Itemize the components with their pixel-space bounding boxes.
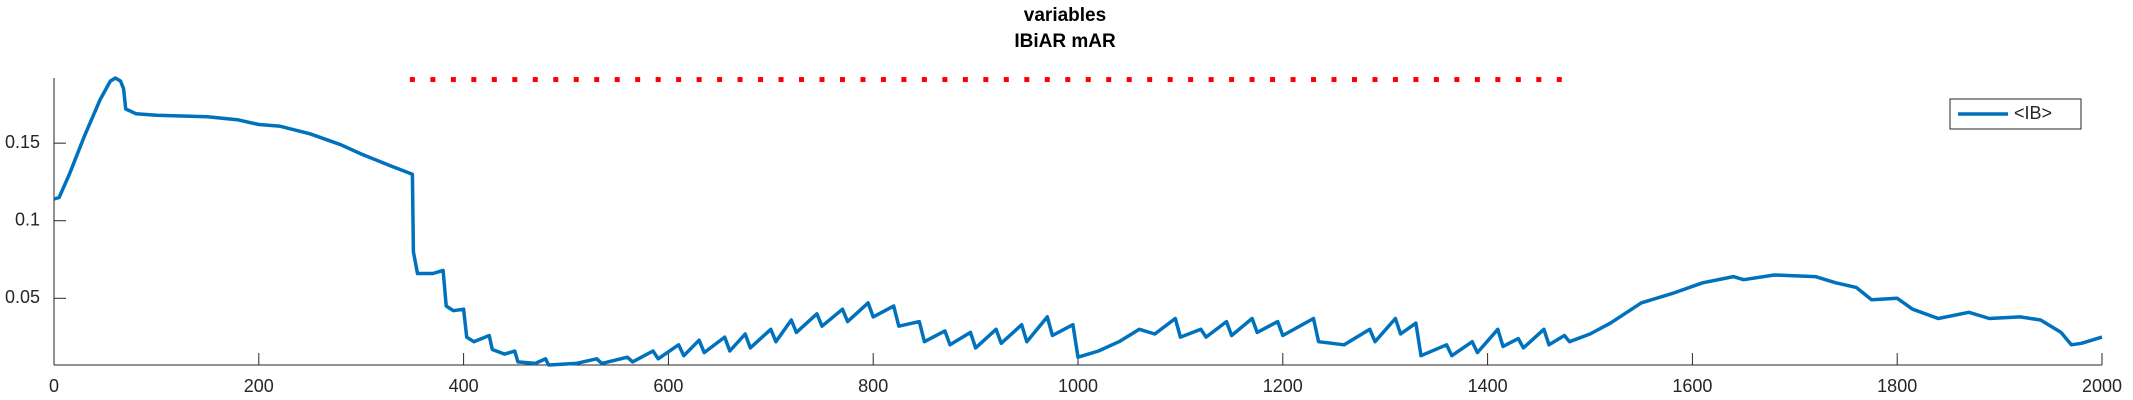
chart-title: variables	[1024, 5, 1106, 26]
dot	[1085, 77, 1091, 83]
x-tick-label: 400	[449, 376, 479, 396]
dot	[758, 77, 764, 83]
dot	[1413, 77, 1419, 83]
y-tick-label: 0.1	[15, 209, 40, 229]
dot	[635, 77, 641, 83]
dot	[921, 77, 927, 83]
dot	[1474, 77, 1480, 83]
x-tick-label: 1200	[1263, 376, 1303, 396]
dot	[1515, 77, 1521, 83]
dot	[901, 77, 907, 83]
dot	[1208, 77, 1214, 83]
dot	[717, 77, 723, 83]
dot	[799, 77, 805, 83]
line	[53, 76, 2103, 367]
dot	[1024, 77, 1030, 83]
dot	[1188, 77, 1194, 83]
dot	[1433, 77, 1439, 83]
dot	[1331, 77, 1337, 83]
dot	[819, 77, 825, 83]
dot	[1106, 77, 1112, 83]
dot	[573, 77, 579, 83]
dot	[1372, 77, 1378, 83]
dot	[737, 77, 743, 83]
dot	[532, 77, 538, 83]
dot	[450, 77, 456, 83]
dot	[594, 77, 600, 83]
dot	[1003, 77, 1009, 83]
dot	[778, 77, 784, 83]
dot	[471, 77, 477, 83]
dot	[1147, 77, 1153, 83]
dot	[880, 77, 886, 83]
dot	[1392, 77, 1398, 83]
dot	[1167, 77, 1173, 83]
y-tick-label: 0.05	[5, 287, 40, 307]
dot	[1311, 77, 1317, 83]
dot	[409, 77, 415, 83]
chart-subtitle: IBiAR mAR	[1014, 31, 1116, 52]
dot	[983, 77, 989, 83]
dot	[1249, 77, 1255, 83]
dot	[696, 77, 702, 83]
x-tick-label: 600	[653, 376, 683, 396]
legend-label: <IB>	[2014, 103, 2052, 123]
dot	[1351, 77, 1357, 83]
dot	[1454, 77, 1460, 83]
dot	[491, 77, 497, 83]
x-tick-label: 2000	[2082, 376, 2122, 396]
x-tick-label: 200	[244, 376, 274, 396]
dot	[1536, 77, 1542, 83]
x-tick-label: 1400	[1468, 376, 1508, 396]
dot	[962, 77, 968, 83]
x-tick-label: 1000	[1058, 376, 1098, 396]
dot	[942, 77, 948, 83]
dot	[1495, 77, 1501, 83]
dot	[1290, 77, 1296, 83]
dot	[860, 77, 866, 83]
x-tick-label: 1600	[1672, 376, 1712, 396]
dot	[1556, 77, 1562, 83]
dot	[430, 77, 436, 83]
dot	[512, 77, 518, 83]
y-tick-label: 0.15	[5, 132, 40, 152]
dot	[655, 77, 661, 83]
dot	[676, 77, 682, 83]
dot	[1229, 77, 1235, 83]
x-tick-label: 800	[858, 376, 888, 396]
dot	[553, 77, 559, 83]
dot	[1065, 77, 1071, 83]
dot	[1270, 77, 1276, 83]
x-tick-label: 1800	[1877, 376, 1917, 396]
dot	[614, 77, 620, 83]
dot	[1126, 77, 1132, 83]
dot	[839, 77, 845, 83]
dot	[1044, 77, 1050, 83]
x-tick-label: 0	[49, 376, 59, 396]
